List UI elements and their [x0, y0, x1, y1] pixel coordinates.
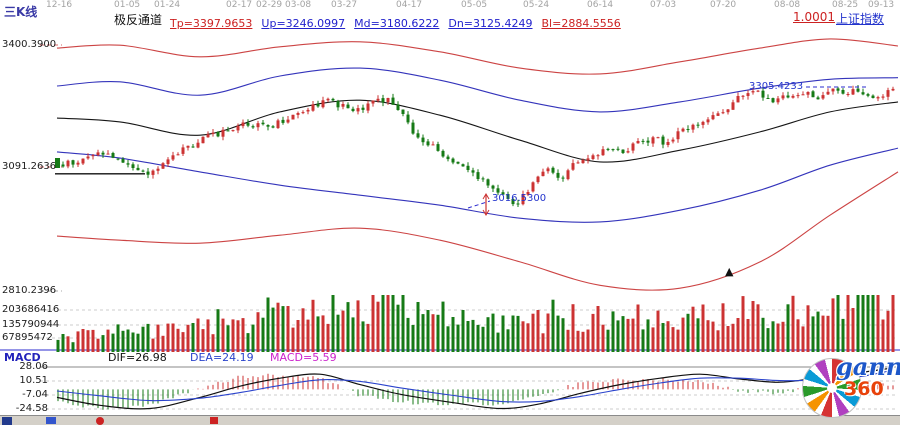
time-axis-label: 06-14: [587, 0, 614, 10]
macd-axis-label-2: 10.51: [19, 375, 48, 386]
macd-axis-label-3: -7.04: [22, 389, 48, 400]
time-axis-label: 05-05: [461, 0, 488, 10]
time-axis-label: 05-24: [523, 0, 550, 10]
volume-axis-label-3: 67895472: [2, 332, 53, 343]
taskbar-start-icon[interactable]: [2, 417, 12, 425]
index-value: 1.0001: [793, 10, 835, 24]
price-annotation-last: 3305.4233: [749, 81, 804, 92]
time-axis-label: 09-13: [868, 0, 895, 10]
macd-dif-value: DIF=26.98: [108, 351, 167, 364]
macd-axis-label-4: -24.58: [15, 403, 48, 414]
time-axis-label: 12-16: [46, 0, 73, 10]
macd-axis-label-1: 28.06: [19, 361, 48, 372]
time-axis-label: 07-20: [710, 0, 737, 10]
time-axis-label: 02-17: [226, 0, 253, 10]
time-axis-label: 03-27: [331, 0, 358, 10]
indicator-value: Tp=3397.9653: [170, 17, 253, 30]
indicator-value: Dn=3125.4249: [448, 17, 533, 30]
time-axis-label: 08-08: [774, 0, 801, 10]
indicator-values: Tp=3397.9653 Up=3246.0997 Md=3180.6222 Dn=3…: [170, 12, 630, 31]
pinwheel-icon: [802, 358, 862, 418]
indicator-name[interactable]: 极反通道: [114, 13, 163, 27]
gann360-logo[interactable]: gann 360: [796, 350, 900, 424]
index-name[interactable]: 上证指数: [836, 12, 885, 26]
taskbar-record-icon[interactable]: [96, 417, 104, 425]
logo-text-gann: gann: [836, 352, 900, 381]
volume-axis-label-2: 135790944: [2, 319, 60, 330]
time-axis-label: 03-08: [285, 0, 312, 10]
taskbar-app-icon[interactable]: [46, 417, 56, 424]
logo-text-360: 360: [844, 378, 884, 400]
tab-kline[interactable]: 三K线: [4, 5, 38, 19]
price-axis-label-mid: 3091.2636: [2, 161, 57, 172]
price-axis-label-bottom: 2810.2396: [2, 285, 57, 296]
time-axis-label: 01-05: [114, 0, 141, 10]
time-axis-label: 07-03: [650, 0, 677, 10]
indicator-value: Bl=2884.5556: [541, 17, 621, 30]
time-axis-label: 02-29: [256, 0, 283, 10]
volume-axis-label-1: 203686416: [2, 304, 60, 315]
triangle-up-marker: ▲: [725, 265, 734, 278]
indicator-value: Md=3180.6222: [354, 17, 440, 30]
time-axis-label: 08-25: [832, 0, 859, 10]
price-axis-label-top: 3400.3900: [2, 39, 57, 50]
time-axis-label: 01-24: [154, 0, 181, 10]
indicator-value: Up=3246.0997: [261, 17, 346, 30]
price-annotation-low: 3016.5300: [492, 193, 547, 204]
taskbar: [0, 415, 900, 425]
taskbar-stop-icon[interactable]: [210, 417, 218, 424]
time-axis-label: 04-17: [396, 0, 423, 10]
macd-hist-value: MACD=5.59: [270, 351, 337, 364]
macd-dea-value: DEA=24.19: [190, 351, 254, 364]
macd-pane-title[interactable]: MACD: [4, 351, 41, 364]
